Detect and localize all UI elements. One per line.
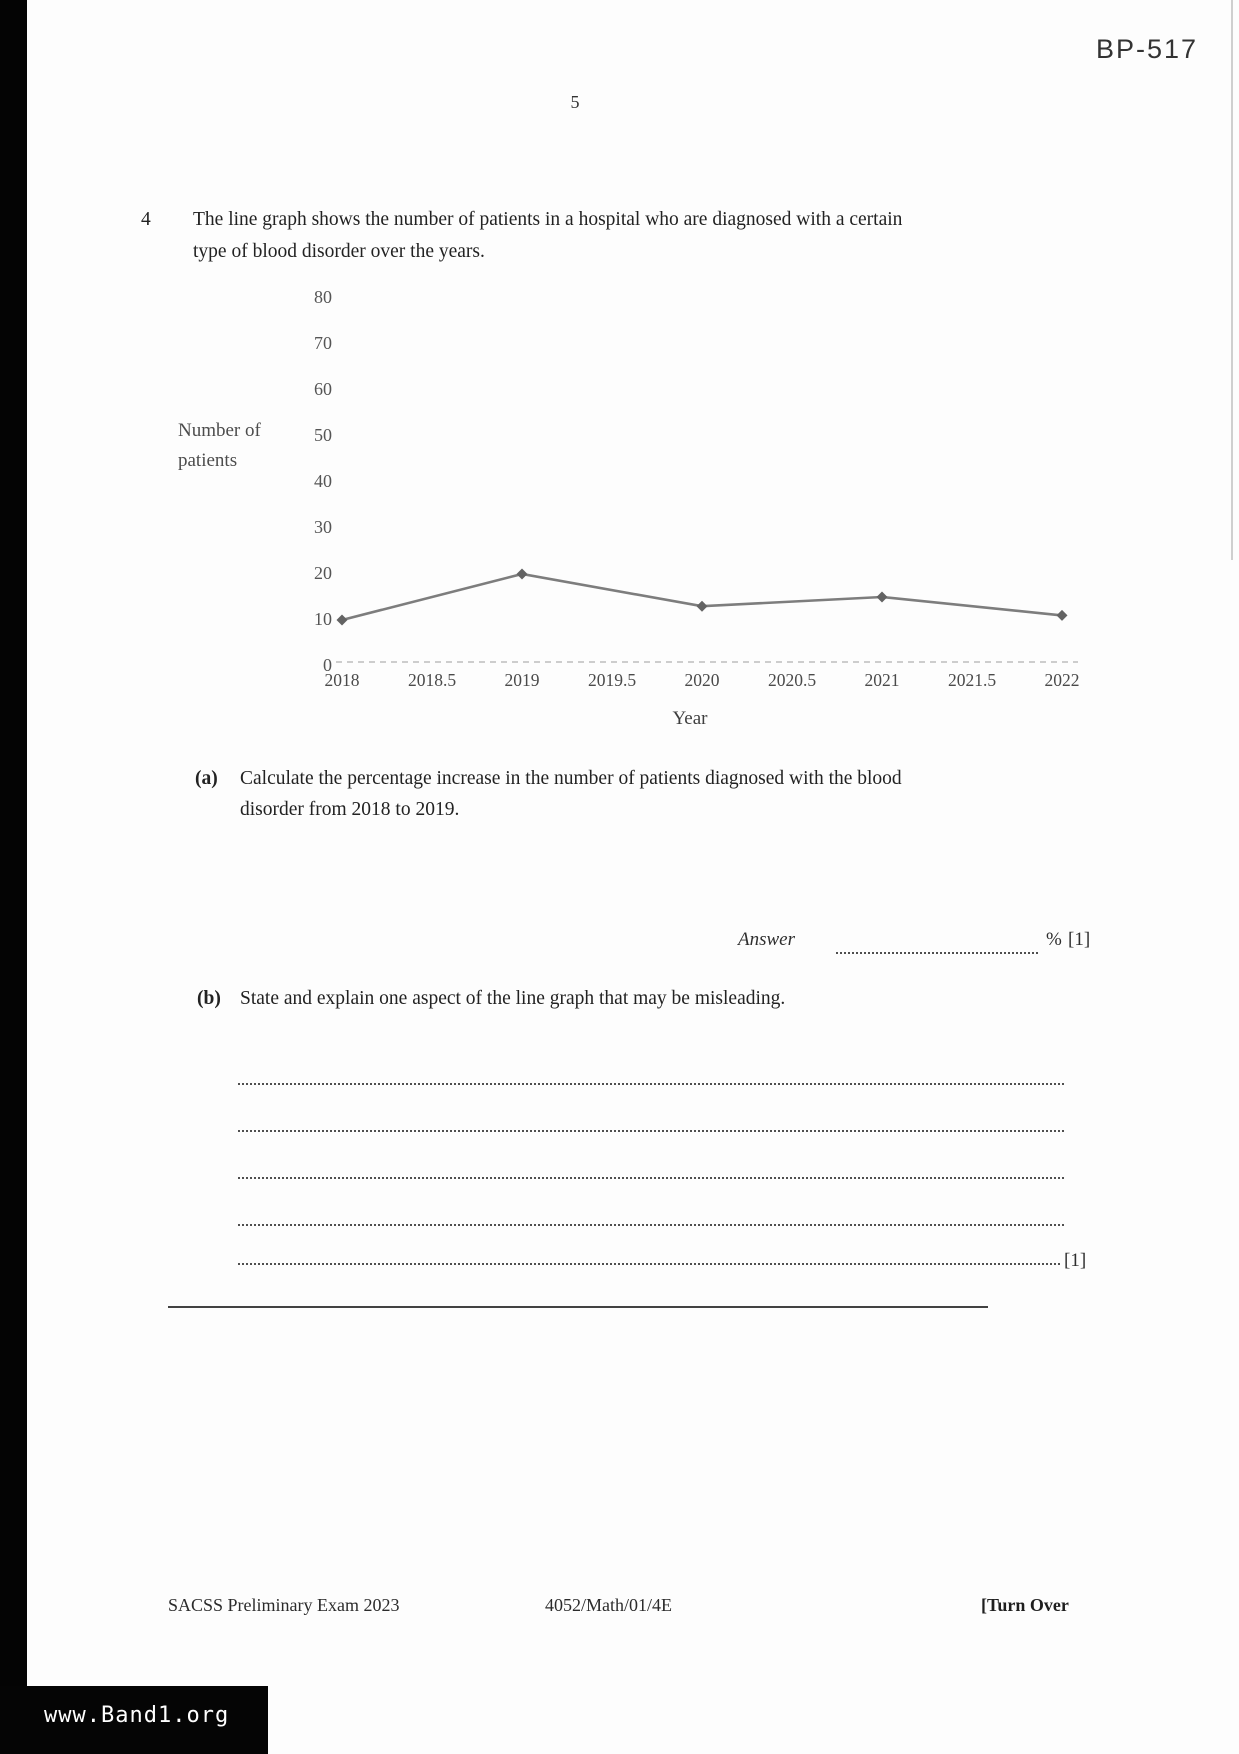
y-tick-label: 60 [314, 379, 332, 399]
data-point-marker [516, 568, 528, 580]
y-tick-label: 40 [314, 471, 332, 491]
answer-line [238, 1177, 1064, 1179]
scan-edge-line [1231, 0, 1233, 560]
x-axis-label: Year [672, 708, 708, 729]
y-tick-label: 0 [323, 655, 332, 675]
part-b-text: State and explain one aspect of the line… [240, 988, 786, 1009]
y-tick-label: 30 [314, 517, 332, 537]
x-tick-label: 2021 [864, 670, 900, 690]
part-b-label: (b) [197, 988, 221, 1009]
y-axis-label-line2: patients [178, 450, 238, 471]
x-tick-label: 2019.5 [587, 670, 637, 690]
question-number: 4 [141, 209, 151, 230]
footer-paper-code: 4052/Math/01/4E [545, 1595, 672, 1615]
scan-binding-bar [0, 0, 27, 1754]
answer-line [238, 1263, 1060, 1265]
footer-exam-name: SACSS Preliminary Exam 2023 [168, 1595, 400, 1615]
data-point-marker [876, 591, 888, 603]
answer-line [238, 1224, 1064, 1226]
answer-label: Answer [738, 929, 795, 950]
x-tick-label: 2020 [684, 670, 720, 690]
x-tick-label: 2019 [504, 670, 540, 690]
y-axis-label-line1: Number of [178, 420, 261, 441]
y-tick-label: 70 [314, 333, 332, 353]
x-tick-label: 2022 [1044, 670, 1080, 690]
x-tick-label: 2018.5 [407, 670, 457, 690]
part-a-marks: [1] [1068, 929, 1091, 950]
data-point-marker [336, 614, 348, 626]
data-series-line [341, 572, 1063, 622]
data-point-marker [696, 600, 708, 612]
part-b-marks: [1] [1064, 1250, 1087, 1271]
answer-dotted-line [836, 928, 1038, 954]
line-chart: Number of patients 0 10 20 30 40 50 60 70 80 201… [150, 280, 1110, 750]
question-intro-line1: The line graph shows the number of patie… [193, 209, 903, 230]
y-tick-label: 50 [314, 425, 332, 445]
y-tick-label: 10 [314, 609, 332, 629]
answer-line [238, 1083, 1064, 1085]
x-tick-label: 2018 [324, 670, 360, 690]
section-divider-line [168, 1306, 988, 1308]
x-tick-label: 2021.5 [947, 670, 997, 690]
answer-unit: % [1046, 929, 1062, 950]
question-intro-line2: type of blood disorder over the years. [193, 241, 485, 262]
paper-code: BP-517 [1096, 34, 1199, 64]
x-tick-label: 2020.5 [767, 670, 817, 690]
part-a-text-line2: disorder from 2018 to 2019. [240, 799, 460, 820]
answer-line [238, 1130, 1064, 1132]
y-tick-label: 80 [314, 287, 332, 307]
footer-turn-over: [Turn Over [981, 1595, 1069, 1615]
page-number: 5 [570, 92, 580, 112]
line-chart-svg [336, 568, 1078, 663]
watermark-text: www.Band1.org [44, 1703, 230, 1728]
data-point-marker [1056, 609, 1068, 621]
watermark-block: www.Band1.org [0, 1686, 268, 1754]
part-a-text-line1: Calculate the percentage increase in the… [240, 768, 902, 789]
y-tick-label: 20 [314, 563, 332, 583]
part-a-label: (a) [195, 768, 218, 789]
